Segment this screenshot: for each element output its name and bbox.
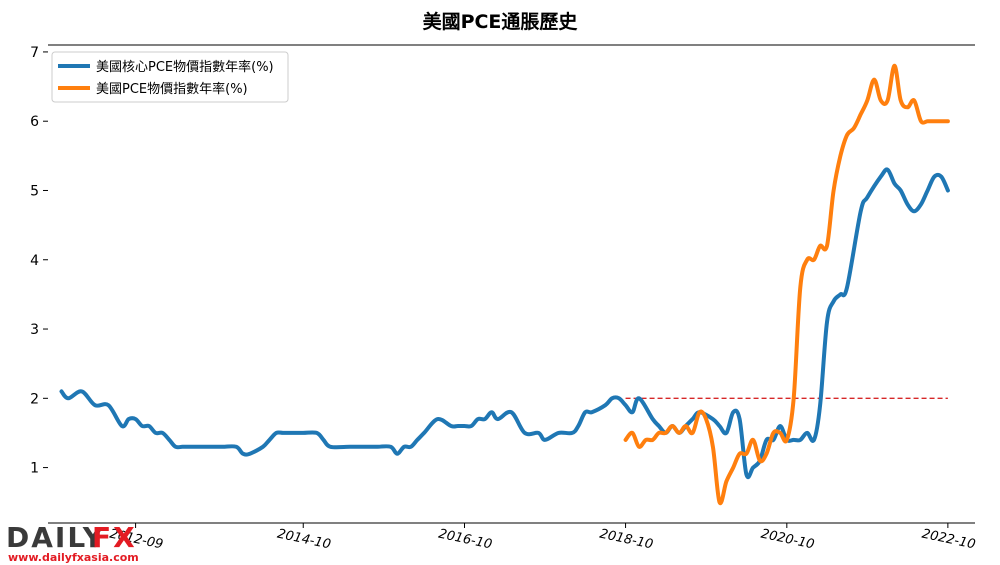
logo-brand-right: FX [92,521,137,554]
logo-url: www.dailyfxasia.com [8,551,139,564]
dailyfx-logo: DAILY FX www.dailyfxasia.com [6,521,139,564]
x-axis: 2012-09 2014-10 2016-10 2018-10 2020-10 2022-… [108,523,977,553]
y-tick-label: 2 [30,391,39,407]
x-tick-label: 2022-10 [920,527,976,553]
y-tick-label: 4 [30,253,39,269]
series-line-core-pce [59,167,950,480]
series-line-pce [623,63,950,506]
y-tick-label: 7 [30,45,39,61]
y-tick-label: 6 [30,114,39,130]
y-tick-label: 3 [30,322,39,338]
x-tick-label: 2020-10 [759,527,815,553]
y-axis: 1 2 3 4 5 6 7 [30,45,48,477]
legend-label-core-pce: 美國核心PCE物價指數年率(%) [96,59,274,75]
y-tick-label: 1 [30,461,39,477]
legend: 美國核心PCE物價指數年率(%) 美國PCE物價指數年率(%) [51,51,289,103]
logo-brand-left: DAILY [6,521,105,554]
legend-box [51,51,289,103]
series-group [59,63,950,506]
x-tick-label: 2014-10 [276,527,332,553]
x-tick-label: 2018-10 [598,527,654,553]
y-tick-label: 5 [30,183,39,199]
x-tick-label: 2016-10 [437,527,493,553]
chart-title: 美國PCE通脹歷史 [423,10,579,33]
legend-label-pce: 美國PCE物價指數年率(%) [96,81,248,97]
